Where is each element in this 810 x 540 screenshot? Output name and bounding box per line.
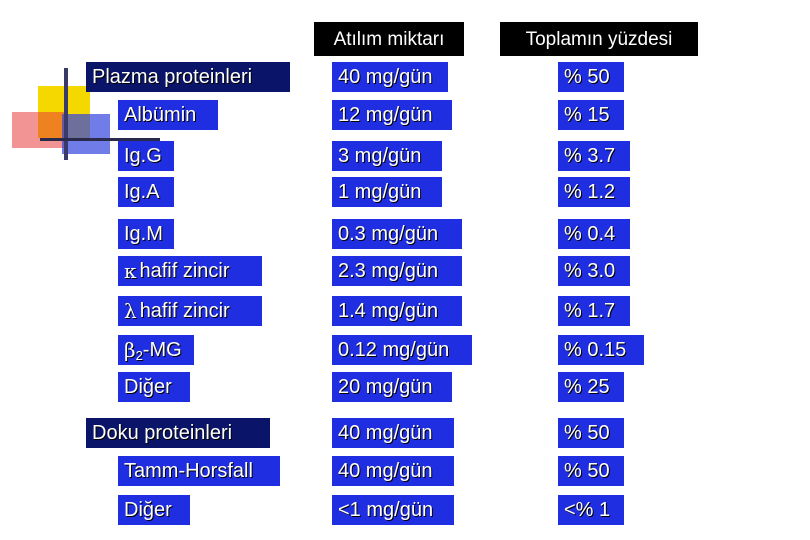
row-label: Plazma proteinleri	[86, 62, 290, 92]
kappa-symbol: κ	[124, 259, 137, 283]
row-label: Albümin	[118, 100, 218, 130]
row-label: Diğer	[118, 495, 190, 525]
beta-symbol: β	[124, 338, 136, 362]
beta-subscript: 2	[135, 347, 143, 363]
row-label: λ hafif zincir	[118, 296, 262, 326]
row-label: β 2 -MG	[118, 335, 194, 365]
row-amount: 3 mg/gün	[332, 141, 442, 171]
row-percent: % 50	[558, 418, 624, 448]
header-toplamin-yuzdesi: Toplamın yüzdesi	[500, 22, 698, 56]
row-label: Ig.A	[118, 177, 174, 207]
row-percent: % 0.4	[558, 219, 630, 249]
row-label: Diğer	[118, 372, 190, 402]
row-percent: % 15	[558, 100, 624, 130]
decorative-horizontal-line	[40, 138, 160, 141]
row-label: Tamm-Horsfall	[118, 456, 280, 486]
row-label: Ig.G	[118, 141, 174, 171]
row-amount: 0.12 mg/gün	[332, 335, 472, 365]
row-percent: % 0.15	[558, 335, 644, 365]
lambda-symbol: λ	[124, 299, 137, 323]
row-amount: 2.3 mg/gün	[332, 256, 462, 286]
row-amount: 1.4 mg/gün	[332, 296, 462, 326]
row-amount: 12 mg/gün	[332, 100, 452, 130]
row-label: κ hafif zincir	[118, 256, 262, 286]
row-percent: % 3.7	[558, 141, 630, 171]
decorative-blue-square	[62, 114, 110, 154]
row-amount: <1 mg/gün	[332, 495, 454, 525]
row-percent: % 50	[558, 62, 624, 92]
row-amount: 20 mg/gün	[332, 372, 452, 402]
row-label-text: hafif zincir	[139, 300, 230, 322]
row-label-text: -MG	[142, 339, 182, 361]
row-amount: 40 mg/gün	[332, 62, 448, 92]
row-percent: % 25	[558, 372, 624, 402]
row-amount: 40 mg/gün	[332, 456, 454, 486]
row-label: Ig.M	[118, 219, 174, 249]
row-label: Doku proteinleri	[86, 418, 270, 448]
row-amount: 0.3 mg/gün	[332, 219, 462, 249]
row-percent: % 50	[558, 456, 624, 486]
decorative-red-rect	[12, 112, 66, 148]
row-percent: % 3.0	[558, 256, 630, 286]
header-atilim-miktari: Atılım miktarı	[314, 22, 464, 56]
row-label-text: hafif zincir	[139, 260, 230, 282]
row-percent: % 1.7	[558, 296, 630, 326]
row-amount: 1 mg/gün	[332, 177, 442, 207]
row-amount: 40 mg/gün	[332, 418, 454, 448]
row-percent: <% 1	[558, 495, 624, 525]
decorative-vertical-line	[64, 68, 68, 160]
row-percent: % 1.2	[558, 177, 630, 207]
